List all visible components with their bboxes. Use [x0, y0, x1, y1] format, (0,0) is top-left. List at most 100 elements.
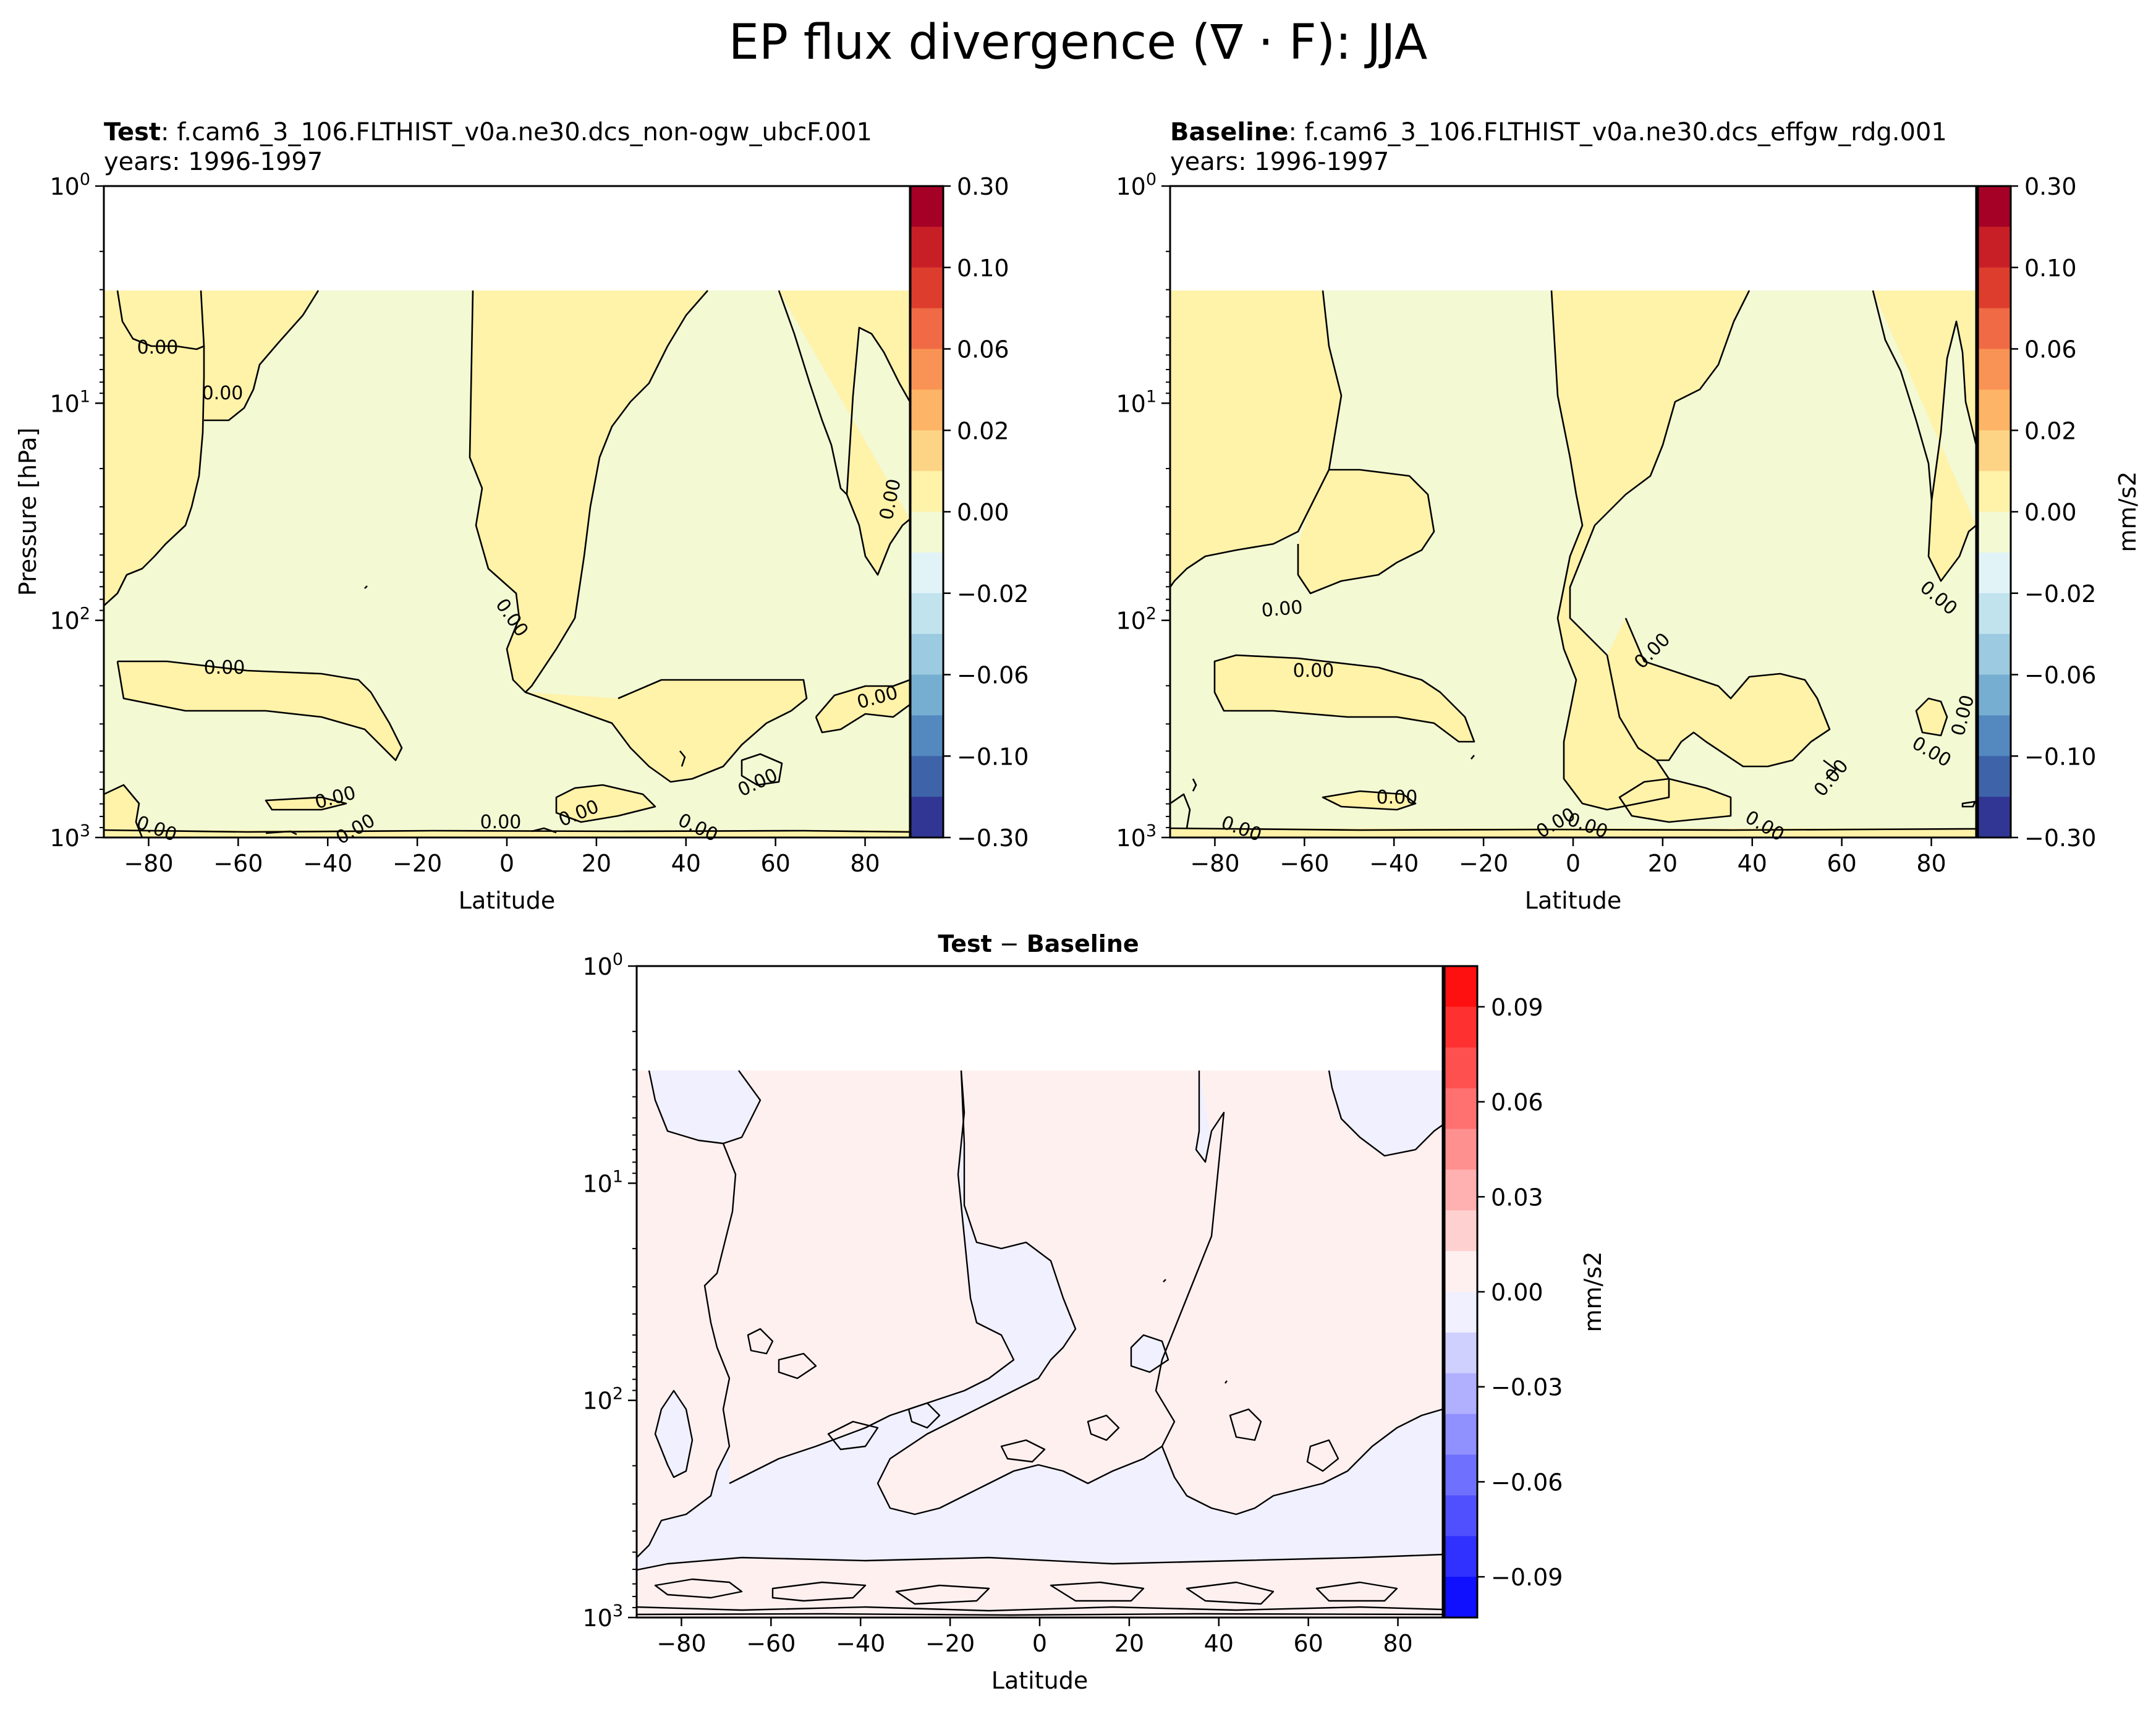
x-tick-label: 60	[760, 850, 790, 877]
colorbar-swatch	[910, 756, 943, 797]
colorbar-difference: 0.09 0.06 0.03 0.00 −0.03 −0.06 −0.09 mm/s2	[1443, 965, 1606, 1619]
colorbar-tick-label: −0.30	[957, 825, 1029, 852]
colorbar-tick-label: −0.02	[2024, 580, 2096, 608]
region-positive	[1916, 698, 1947, 736]
region-positive	[201, 290, 318, 420]
y-tick-label: 102	[1116, 604, 1157, 635]
region-positive	[266, 797, 346, 810]
colorbar-tick-label: −0.30	[2024, 825, 2096, 852]
panel-difference-title-a: Test	[938, 930, 991, 957]
colorbar-swatch	[1445, 1414, 1477, 1456]
colorbar-tick-label: 0.00	[957, 499, 1009, 526]
axes-difference: −80 −60 −40 −20 0 20 40 60 80 100 101 102 103	[582, 950, 1412, 1657]
y-tick-label: 100	[1116, 170, 1157, 200]
x-tick-label: 0	[499, 850, 514, 877]
region-positive	[1170, 290, 1341, 587]
x-tick-label: −40	[836, 1630, 885, 1657]
region-positive	[1607, 618, 1830, 766]
y-tick-label: 103	[1116, 821, 1157, 852]
colorbar-tick-label: 0.02	[957, 417, 1009, 444]
colorbar-swatch	[910, 267, 943, 309]
colorbar-swatch	[910, 797, 943, 838]
ylabel-test: Pressure [hPa]	[14, 428, 41, 596]
plot-area-baseline: 0.00 0.00 0.00 0.00 0.00 0.00 0.00 0.00 …	[1169, 185, 1979, 846]
y-tick-label: 100	[49, 170, 90, 200]
panel-baseline-label-bold: Baseline	[1170, 118, 1288, 146]
colorbar-label: mm/s2	[1579, 1252, 1606, 1333]
x-tick-label: 20	[582, 850, 611, 877]
colorbar-tick-label: −0.06	[957, 662, 1029, 689]
colorbar-tick-label: 0.06	[1491, 1089, 1543, 1116]
colorbar-swatch	[1445, 1332, 1477, 1374]
colorbar-baseline: 0.30 0.10 0.06 0.02 0.00 −0.02 −0.06 −0.10 −0.30…	[1977, 173, 2141, 852]
colorbar-swatch	[910, 226, 943, 268]
contour-lines	[103, 290, 911, 838]
contour-label: 0.00	[204, 657, 245, 679]
colorbar-swatch	[910, 552, 943, 594]
colorbar-tick-label: −0.02	[957, 580, 1029, 608]
contour-label: 0.00	[480, 812, 522, 833]
colorbar-swatch	[1978, 186, 2011, 227]
colorbar-tick-label: 0.00	[1491, 1279, 1543, 1306]
region-positive	[637, 1554, 1443, 1618]
colorbar-swatch	[1978, 797, 2011, 838]
region-positive	[1619, 779, 1731, 822]
x-tick-label: −40	[303, 850, 352, 877]
colorbar-tick-label: −0.06	[1491, 1469, 1563, 1496]
plot-area-difference	[635, 965, 1444, 1619]
contour-label: 0.00	[202, 383, 244, 404]
x-tick-label: 20	[1114, 1630, 1144, 1657]
panel-baseline: Baseline: f.cam6_3_106.FLTHIST_v0a.ne30.…	[1116, 118, 2141, 914]
panel-baseline-label-rest: : f.cam6_3_106.FLTHIST_v0a.ne30.dcs_effg…	[1288, 118, 1946, 146]
colorbar-swatch	[910, 186, 943, 227]
colorbar-swatch	[910, 715, 943, 757]
colorbar-swatch	[1445, 966, 1477, 1007]
region-positive	[104, 290, 204, 606]
x-tick-label: −20	[393, 850, 442, 877]
colorbar-tick-label: −0.06	[2024, 662, 2096, 689]
colorbar-swatch	[1445, 1577, 1477, 1618]
y-tick-label: 101	[1116, 387, 1157, 417]
x-tick-label: 20	[1648, 850, 1678, 877]
panel-test-label: Test: f.cam6_3_106.FLTHIST_v0a.ne30.dcs_…	[104, 118, 872, 146]
colorbar-swatch	[1978, 674, 2011, 716]
region-positive	[1131, 1335, 1168, 1372]
panel-baseline-subtitle: years: 1996-1997	[1170, 148, 1389, 176]
contour-lines	[636, 1070, 1443, 1616]
region-positive	[470, 290, 708, 692]
panel-difference-title: Test − Baseline	[938, 930, 1139, 957]
colorbar-test: 0.30 0.10 0.06 0.02 0.00 −0.02 −0.06 −0.10 −0.30	[909, 173, 1029, 852]
x-tick-label: 60	[1293, 1630, 1323, 1657]
colorbar-swatch	[910, 593, 943, 635]
x-tick-label: 0	[1566, 850, 1581, 877]
x-tick-label: −80	[124, 850, 173, 877]
contour-label: 0.00	[1377, 787, 1418, 808]
colorbar-tick-label: 0.03	[1491, 1184, 1543, 1211]
colorbar-tick-label: −0.10	[2024, 743, 2096, 770]
colorbar-swatch	[1445, 1169, 1477, 1211]
y-tick-label: 103	[49, 821, 90, 852]
y-tick-label: 101	[582, 1167, 623, 1197]
panel-baseline-label: Baseline: f.cam6_3_106.FLTHIST_v0a.ne30.…	[1170, 118, 1947, 146]
colorbar-swatch	[910, 471, 943, 512]
colorbar-swatch	[1978, 430, 2011, 472]
region-positive	[816, 680, 910, 732]
colorbar-swatch	[1978, 267, 2011, 309]
colorbar-tick-label: 0.10	[957, 255, 1009, 282]
panel-test-subtitle: years: 1996-1997	[104, 148, 323, 176]
colorbar-swatch	[1978, 349, 2011, 390]
colorbar-swatch	[1445, 1088, 1477, 1130]
x-tick-label: −20	[1459, 850, 1508, 877]
y-tick-label: 102	[49, 604, 90, 635]
panel-test: Test: f.cam6_3_106.FLTHIST_v0a.ne30.dcs_…	[14, 118, 1029, 914]
x-tick-label: −80	[656, 1630, 706, 1657]
colorbar-label: mm/s2	[2114, 472, 2141, 553]
y-tick-label: 101	[49, 387, 90, 417]
colorbar-swatch	[1978, 471, 2011, 512]
y-tick-label: 103	[582, 1601, 623, 1632]
x-tick-label: −60	[746, 1630, 796, 1657]
region-positive	[1298, 470, 1434, 593]
x-tick-label: 40	[1204, 1630, 1234, 1657]
region-positive	[525, 680, 807, 782]
x-tick-label: −20	[925, 1630, 975, 1657]
